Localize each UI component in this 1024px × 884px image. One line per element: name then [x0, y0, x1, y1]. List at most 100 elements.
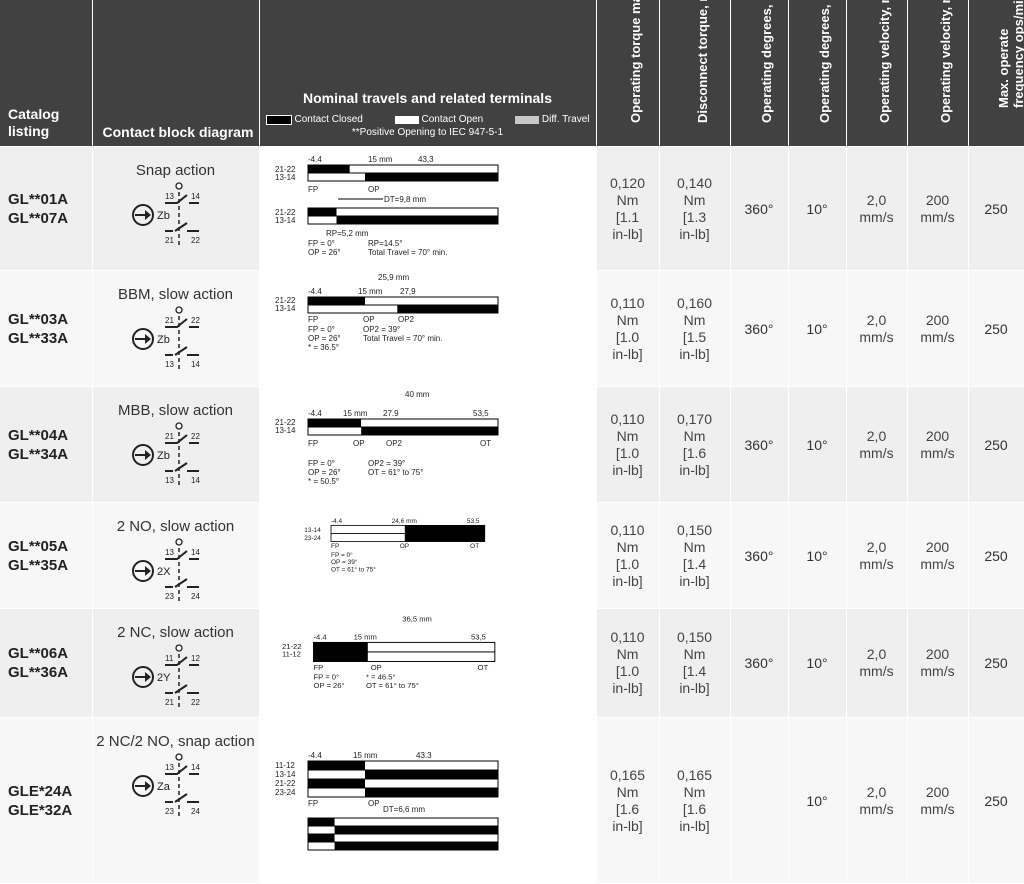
torque-inlb: [1.1 — [615, 208, 640, 225]
torque-inlb: [1.0 — [615, 444, 640, 461]
velocity-min-value: 2,0 — [866, 783, 887, 800]
diagram-text: FP — [308, 315, 318, 324]
diagram-text: 24,6 mm — [391, 517, 416, 524]
op-degrees-min-cell: 10° — [788, 502, 847, 609]
contact-type-label: 2X — [157, 566, 171, 578]
op-velocity-max-cell: 200 mm/s — [907, 270, 969, 387]
contact-block-symbol: 13 14 21 22 Zb — [131, 182, 200, 245]
actuator-arrow-icon — [131, 775, 154, 797]
actuator-arrow-icon — [131, 666, 154, 688]
velocity-max-value: 200 — [925, 427, 950, 444]
disconnect-inlb: [1.4 — [682, 555, 707, 572]
disconnect-unit: Nm — [683, 311, 706, 328]
travel-bar-outline — [307, 304, 498, 314]
terminal-label: 22 — [191, 698, 200, 707]
terminal-label: 23 — [165, 807, 174, 816]
travel-diagram-cell: 25,9 mm -4.4 15 mm 27,9 21-22 13-14 FP OP OP2 FP … — [259, 270, 597, 387]
action-type: MBB, slow action — [117, 402, 234, 419]
terminal-label: 11 — [165, 654, 174, 663]
travel-segment — [307, 761, 365, 770]
terminal-label: 14 — [191, 548, 200, 557]
contact-block-symbol: 13 14 23 24 Za — [131, 753, 200, 816]
diagram-text: 53,5 — [470, 633, 485, 642]
disconnect-unit: Nm — [683, 646, 706, 662]
disconnect-unit: Nm — [683, 538, 706, 555]
diagram-text: -4.4 — [313, 633, 327, 642]
travel-segment — [307, 305, 397, 313]
diagram-text: 21-22 — [275, 418, 296, 427]
velocity-min-unit: mm/s — [859, 663, 894, 679]
diagram-text: FP — [308, 185, 318, 194]
diagram-text: 27,9 — [400, 287, 416, 296]
max-frequency-cell: 250 — [968, 270, 1024, 387]
diagram-text: DT=9,8 mm — [384, 195, 426, 204]
disconnect-inlb-unit: in-lb] — [679, 680, 710, 696]
actuator-arrow-icon — [131, 204, 154, 226]
diagram-text: 15 mm — [353, 633, 376, 642]
disconnect-value: 0,150 — [676, 629, 713, 645]
travel-segment — [367, 642, 495, 652]
velocity-min-unit: mm/s — [859, 328, 894, 345]
disconnect-torque-cell: 0,150 Nm [1.4 in-lb] — [659, 608, 731, 718]
action-type: BBM, slow action — [117, 286, 234, 303]
velocity-min-value: 2,0 — [866, 427, 887, 444]
velocity-min-unit: mm/s — [859, 444, 894, 461]
disconnect-inlb-unit: in-lb] — [679, 572, 710, 589]
diagram-text: 13-14 — [275, 426, 296, 435]
travel-segment — [334, 834, 498, 842]
disconnect-value: 0,170 — [676, 410, 713, 427]
velocity-min-unit: mm/s — [859, 800, 894, 817]
op-degrees-min-value: 10° — [806, 655, 828, 671]
header-row: Catalog listing Contact block diagram No… — [0, 0, 1024, 147]
travel-segment — [307, 297, 365, 305]
terminal-label: 13 — [165, 763, 174, 772]
actuator-arrow-icon — [131, 444, 154, 466]
diagram-text: 23-24 — [304, 534, 321, 541]
diagram-text: FP = 0° — [331, 550, 353, 558]
diagram-text: OP — [363, 315, 375, 324]
diagram-text: OP2 = 39° — [363, 325, 400, 334]
disconnect-inlb-unit: in-lb] — [679, 461, 710, 478]
terminal-label: 24 — [191, 592, 200, 601]
terminal-label: 23 — [165, 592, 174, 601]
max-frequency-value: 250 — [984, 436, 1008, 453]
terminal-label: 12 — [191, 654, 200, 663]
velocity-min-value: 2,0 — [866, 646, 887, 662]
travel-segment — [330, 532, 405, 542]
catalog-number: GLE*24A — [8, 782, 73, 800]
catalog-number: GL**03A — [8, 310, 69, 328]
travel-diagram-cell: -4.4 24,6 mm 53,5 13-14 23-24 FP OP OT FP = 0° OP… — [259, 502, 597, 609]
torque-value: 0,110 — [610, 629, 645, 645]
torque-inlb: [1.0 — [615, 328, 640, 345]
torque-value: 0,110 — [610, 294, 645, 311]
legend-open: Contact Open — [421, 114, 484, 125]
diagram-text: 21-22 — [281, 642, 301, 651]
travel-bar-outline — [307, 787, 498, 798]
terminal-label: 14 — [191, 360, 200, 369]
diagram-text: 43,3 — [418, 155, 434, 164]
terminal-label: 21 — [165, 432, 174, 441]
max-frequency-value: 250 — [984, 792, 1008, 809]
action-type: Snap action — [135, 162, 216, 179]
travel-segment — [307, 208, 336, 216]
torque-inlb: [1.6 — [615, 800, 640, 817]
diagram-text: 53,5 — [466, 517, 479, 524]
torque-inlb-unit: in-lb] — [612, 461, 643, 478]
diagram-text: 13-14 — [304, 526, 321, 533]
max-frequency-cell: 250 — [968, 146, 1024, 271]
diagram-text: OT = 61° to 75° — [331, 565, 376, 573]
diagram-text: FP = 0° — [308, 239, 335, 248]
velocity-max-value: 200 — [925, 311, 950, 328]
diagram-text: 21-22 — [275, 779, 296, 788]
travel-diagram-cell: 40 mm -4.4 15 mm 27.9 53,5 21-22 13-14 FP OP OP2 O… — [259, 386, 597, 503]
travel-diagram-cell: 36,5 mm -4.4 15 mm 53,5 21-22 11-12 FP OP OT FP =… — [259, 608, 597, 718]
travel-segment — [364, 770, 498, 779]
op-velocity-max-cell: 200 mm/s — [907, 502, 969, 609]
diagram-text: Total Travel = 70° min. — [363, 334, 442, 343]
diagram-text: OT — [470, 543, 479, 550]
travel-segment — [307, 826, 335, 834]
travel-segment — [330, 524, 405, 533]
